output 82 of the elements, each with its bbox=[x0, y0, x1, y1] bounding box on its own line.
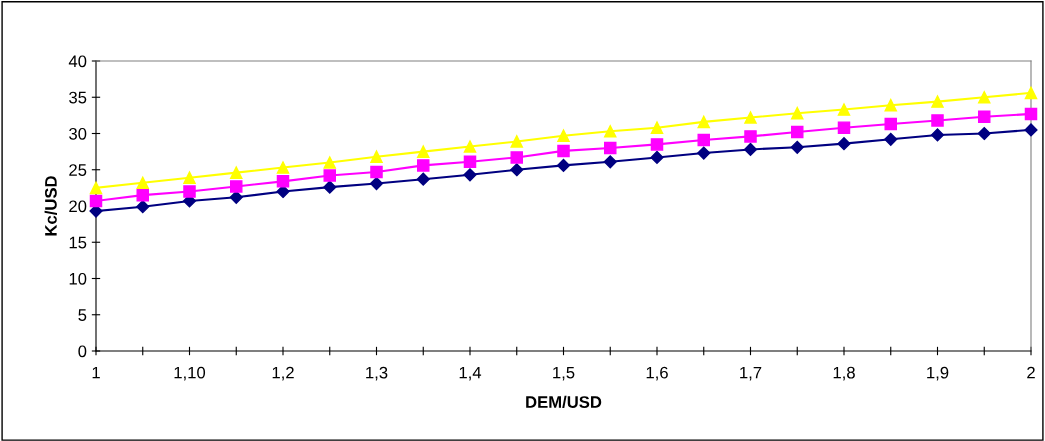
point bbox=[510, 135, 524, 148]
point bbox=[603, 125, 617, 138]
point bbox=[603, 155, 617, 169]
point bbox=[510, 151, 524, 164]
point bbox=[229, 180, 243, 193]
point bbox=[136, 188, 150, 202]
point bbox=[229, 190, 243, 204]
point bbox=[463, 155, 477, 169]
point bbox=[931, 95, 944, 108]
point bbox=[556, 158, 571, 172]
point bbox=[416, 172, 430, 186]
y-tick-label: 5 bbox=[78, 309, 87, 321]
point bbox=[323, 169, 337, 182]
point bbox=[697, 115, 711, 129]
point bbox=[229, 166, 243, 179]
x-tick-label: 1,9 bbox=[927, 366, 949, 381]
point bbox=[743, 142, 758, 157]
point bbox=[790, 140, 804, 154]
y-tick-label: 10 bbox=[69, 272, 87, 285]
point bbox=[183, 171, 196, 184]
point bbox=[89, 194, 103, 208]
x-tick-label: 1,4 bbox=[459, 366, 482, 381]
y-tick-label: 30 bbox=[69, 127, 87, 140]
point bbox=[650, 150, 664, 165]
y-tick-label: 15 bbox=[69, 236, 87, 249]
point bbox=[370, 165, 383, 179]
y-tick-label: 25 bbox=[69, 164, 87, 176]
point bbox=[136, 176, 150, 190]
point bbox=[1024, 107, 1038, 121]
x-axis-title: DEM/USD bbox=[526, 395, 602, 409]
point bbox=[977, 90, 991, 104]
y-tick-label: 0 bbox=[78, 345, 87, 358]
x-tick-label: 1,10 bbox=[174, 366, 206, 381]
point bbox=[89, 181, 103, 195]
point bbox=[276, 161, 290, 174]
point bbox=[416, 159, 430, 172]
point bbox=[930, 128, 945, 142]
point bbox=[557, 144, 570, 158]
point bbox=[323, 156, 337, 169]
point bbox=[510, 163, 524, 177]
point bbox=[463, 168, 477, 182]
point bbox=[790, 125, 804, 139]
point bbox=[790, 106, 804, 120]
point bbox=[837, 103, 851, 116]
point bbox=[370, 150, 383, 163]
point bbox=[744, 111, 757, 124]
point bbox=[697, 133, 711, 147]
y-tick-label: 40 bbox=[68, 55, 87, 68]
point bbox=[323, 180, 337, 194]
point bbox=[650, 138, 664, 151]
point bbox=[977, 110, 991, 124]
point bbox=[650, 121, 664, 134]
point bbox=[837, 121, 851, 134]
point bbox=[837, 137, 851, 151]
point bbox=[276, 175, 290, 188]
point bbox=[697, 146, 711, 160]
point bbox=[603, 141, 617, 155]
point bbox=[884, 117, 898, 131]
point bbox=[1024, 86, 1038, 100]
y-tick-label: 35 bbox=[69, 91, 87, 104]
point bbox=[557, 129, 570, 142]
y-tick-label: 20 bbox=[69, 200, 87, 213]
x-tick-label: 1,6 bbox=[646, 366, 668, 381]
y-axis-title: Kc/USD bbox=[44, 176, 57, 236]
x-tick-label: 1,3 bbox=[366, 366, 388, 381]
x-tick-label: 1,8 bbox=[833, 366, 855, 381]
x-tick-label: 1,7 bbox=[740, 366, 762, 381]
point bbox=[416, 145, 430, 158]
point bbox=[931, 114, 944, 127]
point bbox=[463, 140, 477, 153]
point bbox=[136, 200, 150, 214]
point bbox=[1024, 123, 1038, 137]
point bbox=[369, 176, 384, 191]
point bbox=[884, 98, 898, 112]
point bbox=[183, 185, 196, 198]
x-tick-label: 1 bbox=[92, 366, 100, 379]
x-tick-label: 1,2 bbox=[272, 366, 294, 381]
x-tick-label: 1,5 bbox=[553, 366, 575, 381]
x-tick-label: 2 bbox=[1027, 366, 1035, 379]
point bbox=[744, 130, 757, 143]
point bbox=[884, 132, 898, 146]
point bbox=[977, 126, 991, 141]
